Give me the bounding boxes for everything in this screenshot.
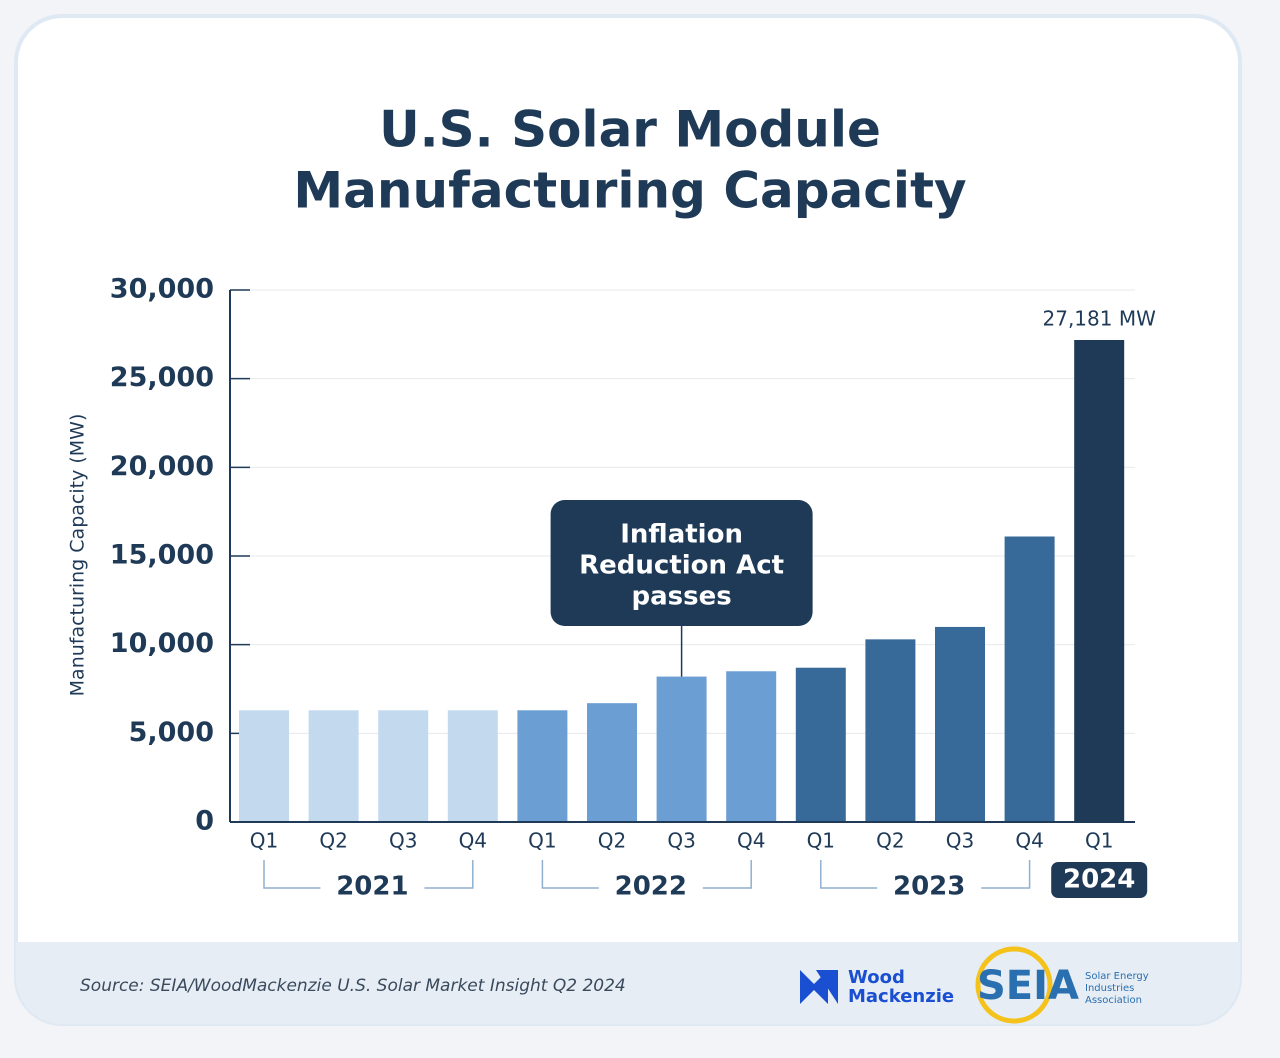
year-label: 2024	[1063, 865, 1135, 895]
logo-icon	[800, 970, 828, 1004]
y-tick-label: 5,000	[129, 717, 214, 748]
bar	[795, 667, 846, 822]
bar	[726, 671, 777, 822]
bar	[517, 710, 568, 822]
y-tick-label: 0	[195, 806, 214, 837]
y-tick-label: 30,000	[110, 274, 214, 305]
annotation-text: Reduction Act	[579, 551, 784, 581]
year-label: 2021	[336, 872, 408, 902]
x-tick-label: Q1	[528, 829, 556, 853]
x-tick-label: Q2	[876, 829, 904, 853]
wood-mackenzie-logo: Wood Mackenzie	[800, 967, 954, 1007]
y-tick-label: 10,000	[110, 628, 214, 659]
x-tick-label: Q2	[598, 829, 626, 853]
x-tick-label: Q3	[946, 829, 974, 853]
y-tick-label: 20,000	[110, 451, 214, 482]
year-bracket	[541, 860, 752, 889]
logo-text: Industries	[1085, 983, 1134, 994]
annotation-text: passes	[631, 582, 731, 612]
x-tick-label: Q1	[1085, 829, 1113, 853]
bar	[308, 710, 359, 822]
bar	[1004, 536, 1055, 822]
bar	[587, 703, 637, 822]
logo-text: Wood	[848, 967, 905, 988]
year-bracket	[820, 860, 1031, 889]
x-tick-label: Q4	[1015, 829, 1043, 853]
x-tick-label: Q4	[737, 829, 765, 853]
y-axis-title: Manufacturing Capacity (MW)	[67, 414, 89, 697]
chart-title: Manufacturing Capacity	[293, 162, 966, 220]
year-bracket	[263, 860, 474, 889]
source: Source: SEIA/WoodMackenzie U.S. Solar Ma…	[80, 976, 626, 996]
annotation-box	[550, 500, 813, 626]
bar	[935, 626, 985, 822]
x-tick-label: Q3	[667, 829, 695, 853]
bar	[447, 710, 498, 822]
y-tick-label: 15,000	[110, 540, 214, 571]
year-label: 2023	[893, 872, 965, 902]
annotation-text: Inflation	[620, 520, 743, 550]
x-tick-label: Q1	[807, 829, 835, 853]
chart-title: U.S. Solar Module	[379, 101, 881, 159]
bar	[865, 639, 916, 822]
bar	[656, 676, 707, 822]
value-label: 27,181 MW	[1043, 306, 1157, 330]
logo-icon	[816, 970, 838, 1004]
logo-text: Solar Energy	[1085, 971, 1149, 982]
bar	[378, 710, 429, 822]
x-tick-label: Q2	[319, 829, 347, 853]
y-tick-label: 25,000	[110, 362, 214, 393]
seia-logo: SEIA Solar Energy Industries Association	[975, 946, 1149, 1024]
logo-text: SEIA	[977, 963, 1079, 1009]
year-badge	[1051, 862, 1148, 898]
x-tick-label: Q4	[459, 829, 487, 853]
bar	[239, 710, 289, 822]
x-tick-label: Q3	[389, 829, 417, 853]
logo-text: Mackenzie	[848, 986, 954, 1007]
logo-text: Association	[1085, 995, 1142, 1006]
x-tick-label: Q1	[250, 829, 278, 853]
bar	[1074, 339, 1125, 822]
year-label: 2022	[615, 872, 687, 902]
logo-ring	[975, 946, 1053, 1024]
